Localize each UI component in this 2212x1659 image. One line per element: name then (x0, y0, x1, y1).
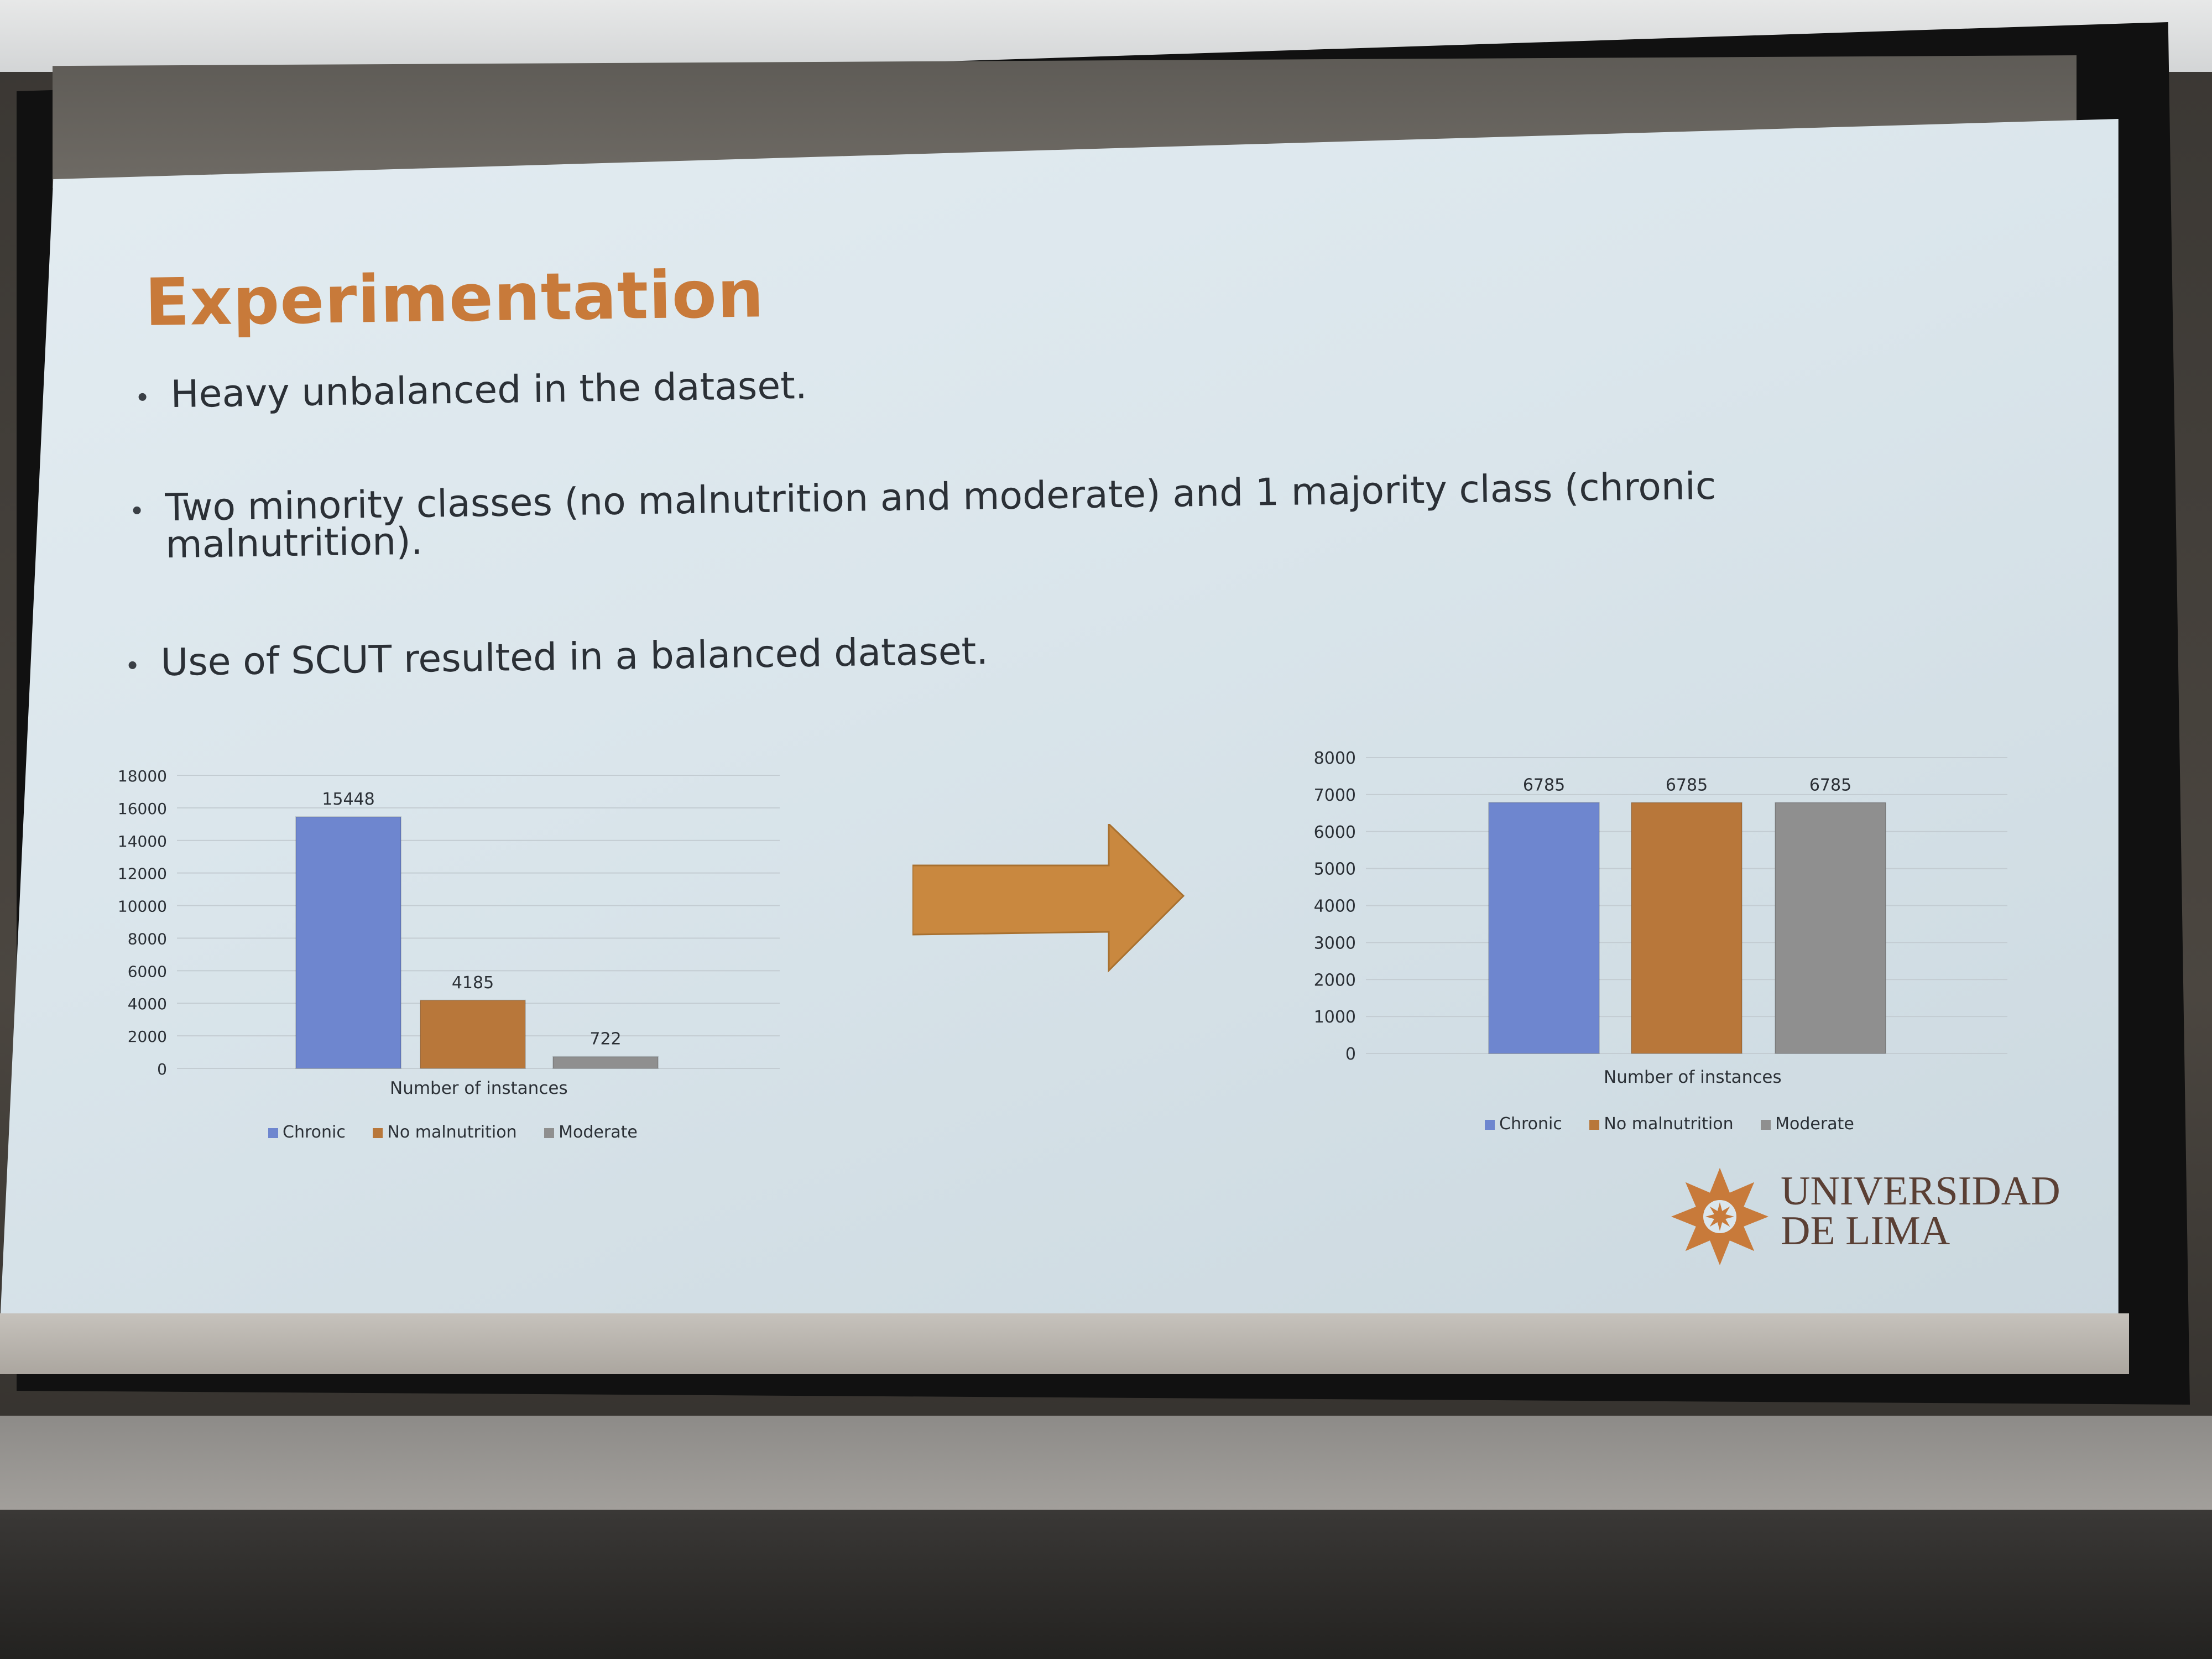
chart-before-scut-xlabel: Number of instances (390, 1078, 568, 1098)
data-label: 15448 (322, 790, 374, 809)
slide-title: Experimentation (144, 255, 765, 341)
legend-label-chronic: Chronic (1499, 1114, 1562, 1134)
bar-moderate (552, 1056, 659, 1069)
logo-petal (1721, 1182, 1755, 1215)
y-tick-label: 1000 (1314, 1008, 1356, 1027)
logo-petal (1685, 1218, 1719, 1251)
legend-swatch-moderate (544, 1128, 555, 1138)
chart-after-scut: 0 1000 2000 3000 4000 5000 6000 7000 8000 6785 678… (1311, 741, 2030, 1076)
bullet-1-text: Heavy unbalanced in the dataset. (170, 364, 807, 417)
data-label: 722 (589, 1030, 621, 1049)
bar-chronic (295, 816, 401, 1070)
bar-no-malnutrition (1631, 802, 1743, 1055)
legend-label-no-malnutrition: No malnutrition (387, 1123, 517, 1142)
logo-petal (1707, 1168, 1733, 1201)
legend-item-chronic: Chronic (1485, 1114, 1562, 1134)
legend-item-moderate: Moderate (1761, 1114, 1854, 1134)
legend-item-no-malnutrition: No malnutrition (373, 1123, 517, 1142)
chart-before-scut-legend: Chronic No malnutrition Moderate (268, 1123, 660, 1142)
y-tick-label: 16000 (118, 800, 167, 818)
legend-item-chronic: Chronic (268, 1123, 346, 1142)
bullet-dot (138, 393, 147, 401)
logo-petal (1671, 1203, 1704, 1230)
y-tick-label: 4000 (128, 995, 167, 1013)
y-tick-label: 4000 (1314, 897, 1356, 916)
bullet-dot (128, 661, 137, 670)
y-tick-label: 7000 (1314, 786, 1356, 805)
floor (0, 1510, 2212, 1659)
y-tick-label: 0 (157, 1060, 167, 1078)
chart-after-scut-svg: 0 1000 2000 3000 4000 5000 6000 7000 8000 6785 678… (1314, 749, 2007, 1064)
bullet-dot (133, 507, 141, 515)
y-tick-label: 2000 (128, 1027, 167, 1046)
bar-no-malnutrition (420, 999, 526, 1069)
y-tick-label: 5000 (1314, 860, 1356, 879)
y-tick-label: 18000 (118, 767, 167, 785)
legend-label-chronic: Chronic (283, 1123, 346, 1142)
bar-chronic (1488, 802, 1600, 1055)
y-tick-label: 6000 (1314, 823, 1356, 842)
y-tick-label: 10000 (118, 898, 167, 916)
data-label: 4185 (452, 973, 494, 993)
transition-arrow-icon (911, 822, 1189, 982)
legend-item-moderate: Moderate (544, 1123, 638, 1142)
y-tick-label: 14000 (118, 832, 167, 851)
universidad-de-lima-logo: UNIVERSIDAD DE LIMA (1670, 1167, 2112, 1266)
logo-petal (1707, 1232, 1733, 1265)
chart-after-scut-legend: Chronic No malnutrition Moderate (1485, 1114, 1876, 1134)
data-label: 6785 (1666, 775, 1708, 795)
chart-before-scut-svg: 0 2000 4000 6000 8000 10000 12000 14000 16000 180… (118, 767, 780, 1078)
y-tick-label: 8000 (128, 930, 167, 948)
chart-before-scut: 0 2000 4000 6000 8000 10000 12000 14000 16000 180… (111, 758, 802, 1092)
chart-after-scut-xlabel: Number of instances (1604, 1067, 1782, 1087)
bullet-1: Heavy unbalanced in the dataset. (138, 364, 807, 417)
y-tick-label: 8000 (1314, 749, 1356, 768)
legend-swatch-moderate (1761, 1119, 1771, 1130)
legend-label-moderate: Moderate (1775, 1114, 1854, 1134)
logo-text-line1: UNIVERSIDAD (1781, 1168, 2060, 1214)
star-flower-icon (1671, 1168, 1768, 1265)
bar-moderate (1775, 802, 1886, 1055)
legend-swatch-no-malnutrition (373, 1128, 383, 1138)
legend-swatch-no-malnutrition (1589, 1119, 1600, 1130)
y-tick-label: 2000 (1314, 971, 1356, 990)
logo-text-line2: DE LIMA (1781, 1208, 1950, 1254)
logo-petal (1735, 1203, 1768, 1230)
y-tick-label: 6000 (128, 962, 167, 980)
legend-label-no-malnutrition: No malnutrition (1604, 1114, 1734, 1134)
legend-label-moderate: Moderate (559, 1123, 638, 1142)
legend-swatch-chronic (268, 1128, 278, 1138)
y-tick-label: 0 (1345, 1045, 1356, 1064)
y-tick-label: 3000 (1314, 933, 1356, 953)
legend-swatch-chronic (1485, 1119, 1495, 1130)
data-label: 6785 (1809, 775, 1851, 795)
wall-lower (0, 1416, 2212, 1510)
logo-petal (1685, 1182, 1719, 1215)
data-label: 6785 (1523, 775, 1565, 795)
logo-text: UNIVERSIDAD DE LIMA (1781, 1171, 2060, 1251)
legend-item-no-malnutrition: No malnutrition (1589, 1114, 1734, 1134)
y-tick-label: 12000 (118, 865, 167, 883)
screen-bottom-band (0, 1313, 2129, 1374)
logo-petal (1721, 1218, 1755, 1251)
